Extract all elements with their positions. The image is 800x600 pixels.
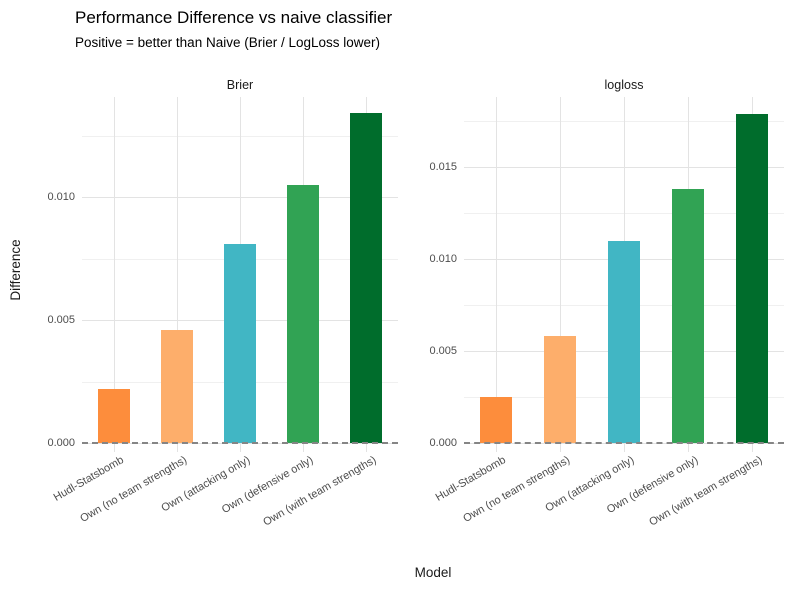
bar-brier-4: [287, 184, 320, 443]
bar-brier-5: [350, 113, 383, 443]
x-tick-label: Own (no team strengths): [77, 454, 189, 525]
facet-strip-brier: Brier: [226, 78, 254, 92]
bar-logloss-3: [608, 240, 640, 443]
bar-logloss-5: [736, 113, 768, 443]
y-tick-label: 0.015: [429, 160, 457, 173]
bar-logloss-2: [544, 336, 576, 443]
bar-brier-2: [160, 329, 193, 443]
y-tick-label: 0.000: [429, 437, 457, 449]
chart-subtitle: Positive = better than Naive (Brier / Lo…: [75, 35, 381, 50]
chart-title: Performance Difference vs naive classifi…: [75, 8, 393, 27]
y-tick-label: 0.000: [47, 437, 75, 449]
zero-reference-line: [82, 442, 398, 444]
facet-strip-logloss: logloss: [604, 78, 644, 92]
y-tick-label: 0.005: [47, 314, 75, 327]
bar-logloss-1: [480, 396, 512, 443]
y-tick-label: 0.010: [47, 191, 75, 204]
bar-brier-1: [97, 388, 130, 443]
bar-logloss-4: [672, 189, 704, 443]
x-tick-label: Own (with team strengths): [261, 454, 379, 529]
y-tick-label: 0.005: [429, 344, 457, 357]
vertical-gridline: [560, 97, 561, 452]
bar-brier-3: [224, 243, 256, 443]
vertical-gridline: [496, 97, 497, 452]
zero-reference-line: [464, 442, 784, 444]
x-axis-title: Model: [414, 565, 452, 580]
y-axis-title: Difference: [8, 239, 23, 301]
x-tick-label: Own (with team strengths): [646, 454, 764, 529]
x-tick-label: Own (no team strengths): [461, 454, 572, 525]
vertical-gridline: [113, 97, 115, 452]
y-tick-label: 0.010: [429, 252, 457, 265]
vertical-gridline: [176, 97, 178, 452]
